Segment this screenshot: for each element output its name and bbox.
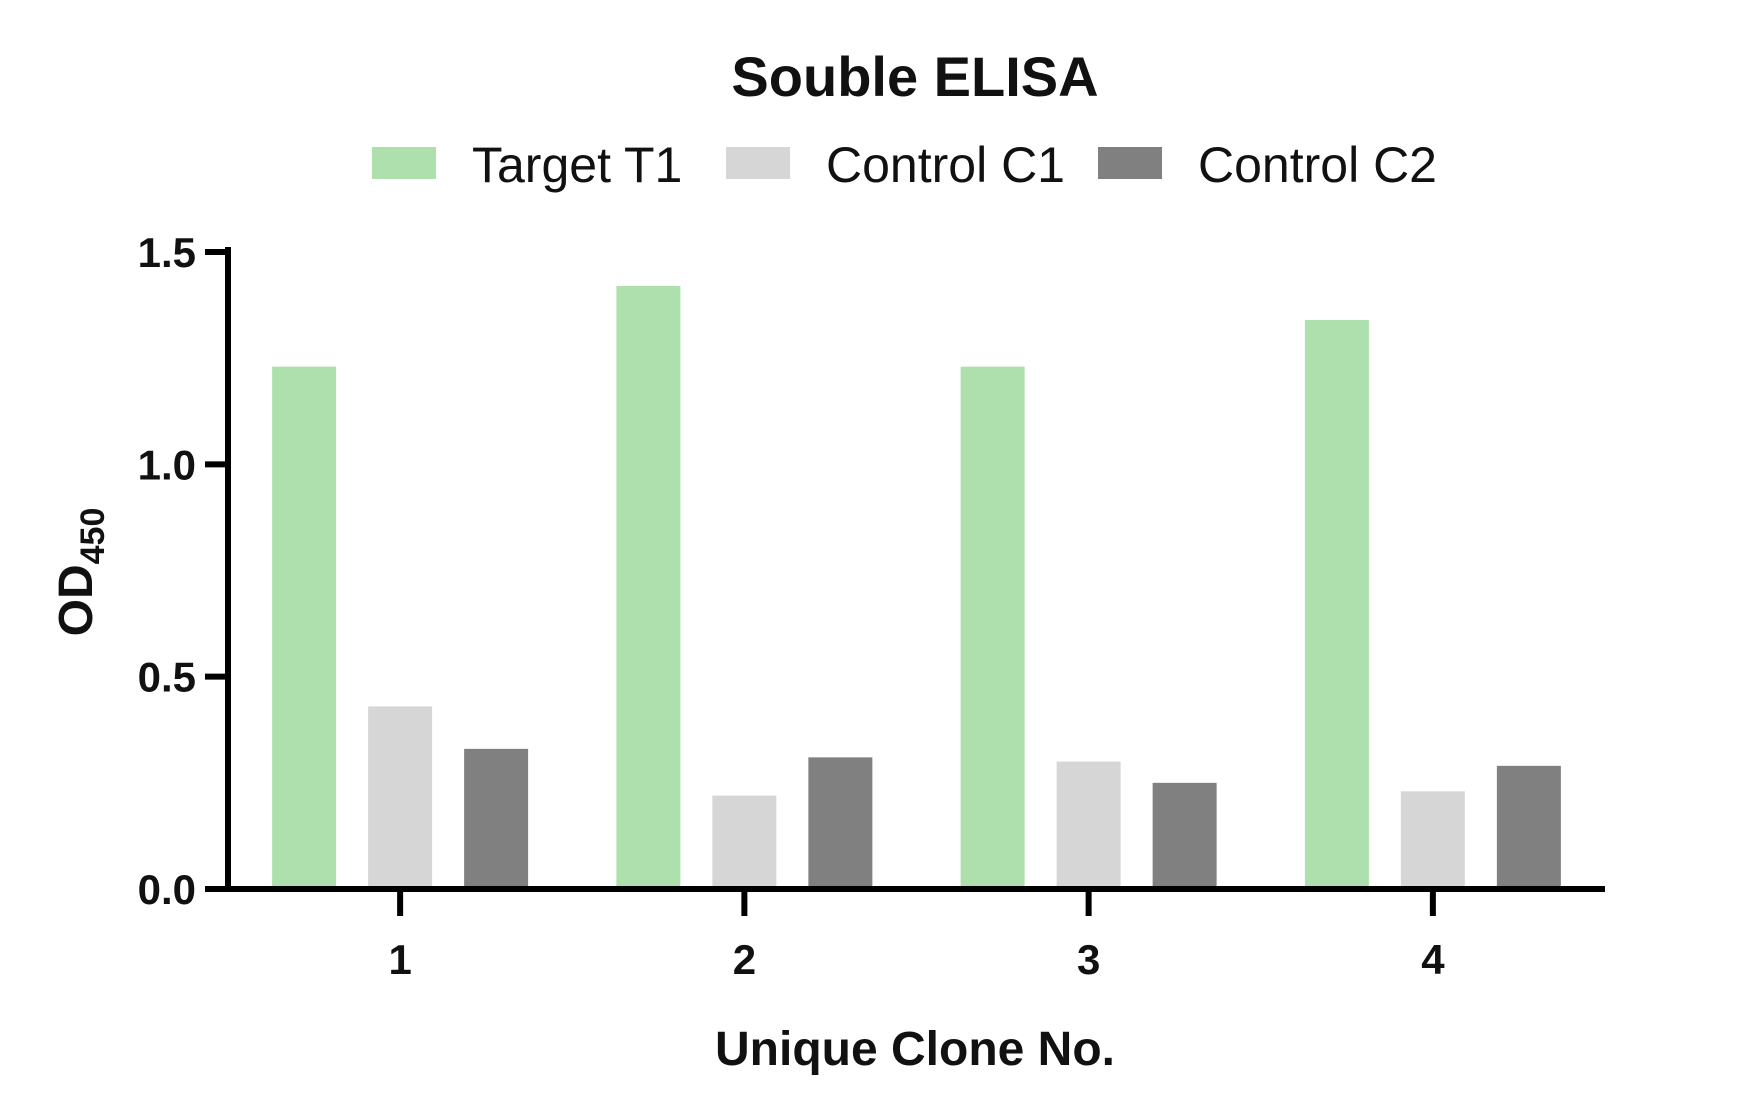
legend-swatch-control-c1 (726, 147, 790, 179)
bar-control-c2-clone-4 (1496, 765, 1561, 889)
x-axis-ticks: 1 2 3 4 (388, 889, 1445, 983)
y-axis-label-main: OD (50, 564, 103, 636)
bar-target-t1-clone-4 (1304, 319, 1369, 889)
chart-title: Souble ELISA (731, 45, 1098, 108)
x-tick-label: 2 (733, 936, 756, 983)
bar-control-c2-clone-3 (1152, 782, 1217, 889)
bar-control-c2-clone-2 (808, 757, 873, 889)
svg-text:OD450: OD450 (50, 508, 112, 637)
bar-target-t1-clone-1 (272, 366, 337, 889)
x-axis-label: Unique Clone No. (715, 1023, 1115, 1076)
y-tick-label: 0.5 (138, 654, 196, 701)
legend-label-target-t1: Target T1 (472, 137, 682, 193)
bar-target-t1-clone-3 (960, 366, 1025, 889)
legend-label-control-c1: Control C1 (826, 137, 1065, 193)
y-tick-label: 1.5 (138, 229, 196, 276)
y-tick-label: 1.0 (138, 441, 196, 488)
bar-control-c1-clone-3 (1056, 761, 1121, 889)
y-axis-ticks: 0.0 0.5 1.0 1.5 (138, 229, 228, 913)
x-tick-label: 4 (1421, 936, 1445, 983)
y-tick-label: 0.0 (138, 866, 196, 913)
legend-swatch-control-c2 (1098, 147, 1162, 179)
bar-control-c1-clone-1 (368, 706, 433, 889)
bar-control-c1-clone-2 (712, 795, 777, 889)
bars (272, 285, 1561, 889)
x-tick-label: 3 (1077, 936, 1100, 983)
bar-control-c2-clone-1 (464, 748, 529, 889)
legend: Target T1 Control C1 Control C2 (372, 137, 1437, 193)
bar-target-t1-clone-2 (616, 285, 681, 889)
x-tick-label: 1 (388, 936, 411, 983)
bar-control-c1-clone-4 (1400, 791, 1465, 889)
y-axis-label-subscript: 450 (74, 508, 112, 565)
legend-label-control-c2: Control C2 (1198, 137, 1437, 193)
y-axis-label: OD450 (50, 508, 112, 637)
legend-swatch-target-t1 (372, 147, 436, 179)
